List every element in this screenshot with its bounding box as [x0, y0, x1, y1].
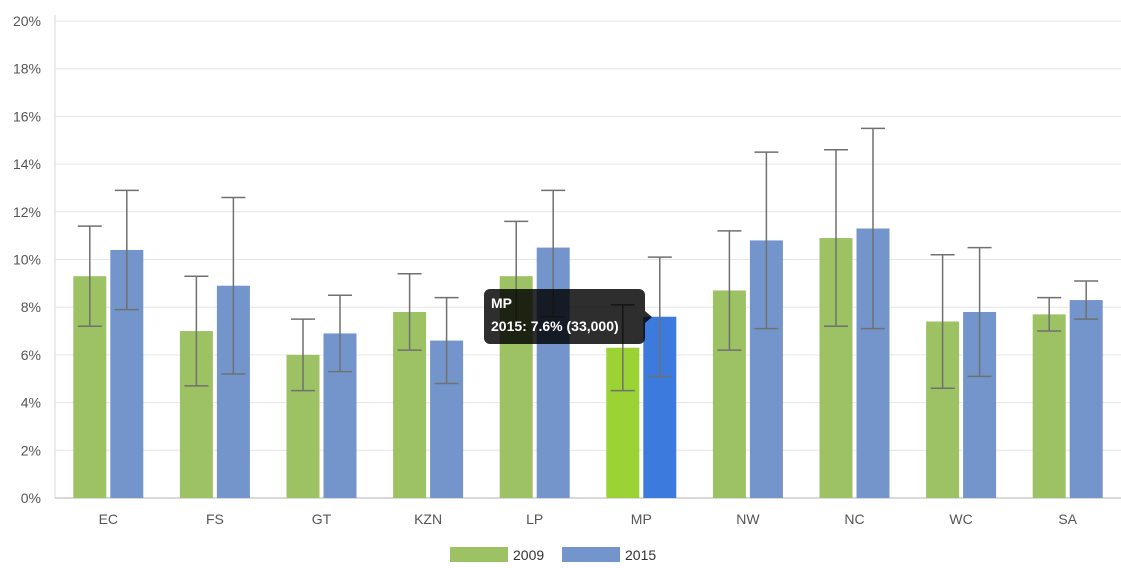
x-tick-label: MP: [631, 511, 652, 527]
x-tick-label: KZN: [414, 511, 442, 527]
tooltip: MP 2015: 7.6% (33,000): [484, 289, 652, 344]
legend-item-2009[interactable]: 2009: [450, 547, 544, 563]
error-bar-2015-mp: [647, 256, 672, 378]
bar-2009-sa[interactable]: [1032, 314, 1066, 498]
error-bar-2015-sa: [1074, 280, 1099, 320]
error-bar-2015-nw: [754, 151, 779, 330]
x-tick-label: GT: [312, 511, 332, 527]
tooltip-body: 2015: 7.6% (33,000): [491, 318, 619, 334]
legend-label: 2015: [625, 547, 656, 563]
legend-swatch: [562, 547, 620, 562]
x-tick-label: WC: [949, 511, 972, 527]
x-tick-label: NC: [844, 511, 864, 527]
error-bar-2015-gt: [328, 294, 352, 373]
legend-item-2015[interactable]: 2015: [562, 547, 656, 563]
y-tick-label: 10%: [13, 252, 41, 268]
error-bar-2015-wc: [967, 246, 992, 378]
error-bar-2015-nc: [861, 127, 885, 330]
x-tick-label: LP: [526, 511, 543, 527]
grid-lines: [55, 20, 1121, 451]
x-tick-label: EC: [99, 511, 118, 527]
error-bar-2009-fs: [184, 275, 209, 387]
y-tick-label: 20%: [13, 13, 41, 29]
error-bar-2009-sa: [1037, 296, 1062, 332]
tooltip-title: MP: [491, 295, 512, 311]
y-tick-label: 4%: [21, 395, 41, 411]
error-bar-2009-ec: [77, 225, 102, 328]
bar-2015-sa[interactable]: [1069, 300, 1103, 498]
error-bar-2009-gt: [291, 318, 315, 392]
y-tick-label: 12%: [13, 204, 41, 220]
legend-label: 2009: [513, 547, 544, 563]
error-bar-2009-kzn: [397, 273, 422, 351]
x-tick-label: SA: [1058, 511, 1077, 527]
y-tick-label: 16%: [13, 108, 41, 124]
y-tick-label: 6%: [21, 347, 41, 363]
y-tick-label: 18%: [13, 61, 41, 77]
y-tick-label: 14%: [13, 156, 41, 172]
tooltip-box: MP 2015: 7.6% (33,000): [484, 289, 652, 344]
y-tick-label: 8%: [21, 299, 41, 315]
error-bar-2015-kzn: [434, 296, 459, 385]
legend[interactable]: 2009 2015: [450, 547, 656, 563]
y-tick-label: 0%: [21, 490, 41, 506]
bars: [73, 228, 1103, 499]
legend-swatch: [450, 547, 508, 562]
y-tick-label: 2%: [21, 442, 41, 458]
error-bar-2009-wc: [930, 253, 955, 390]
error-bar-2009-nc: [824, 149, 848, 328]
x-tick-label: FS: [206, 511, 224, 527]
error-bar-2009-nw: [717, 230, 742, 351]
error-bar-2015-fs: [221, 196, 246, 375]
error-bar-2015-ec: [114, 189, 139, 311]
error-bars: [77, 127, 1099, 392]
x-axis-labels: EC FS GT KZN LP MP NW NC WC SA: [99, 511, 1078, 527]
x-tick-label: NW: [736, 511, 760, 527]
